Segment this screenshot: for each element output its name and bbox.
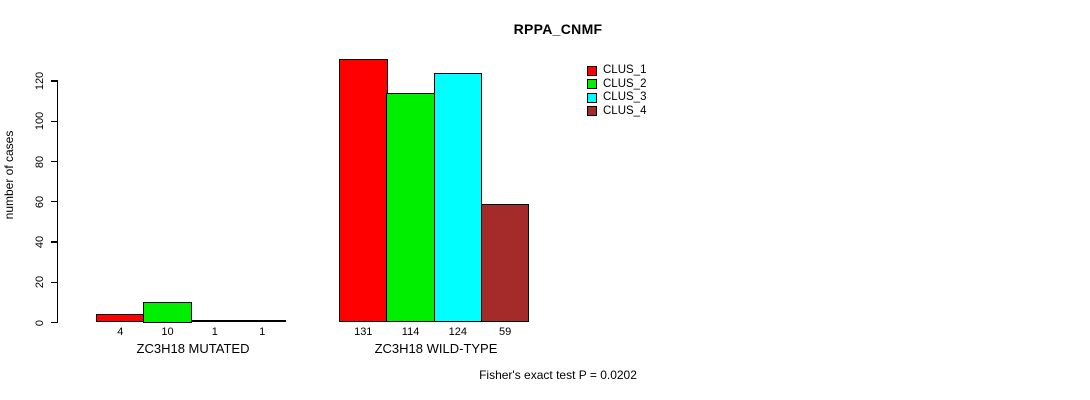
y-tick-label: 0: [34, 319, 46, 326]
group-label: ZC3H18 WILD-TYPE: [374, 341, 498, 356]
chart-title: RPPA_CNMF: [513, 21, 603, 37]
bar-value-label: 4: [117, 326, 124, 338]
bar-value-label: 114: [401, 326, 420, 338]
bar: [237, 320, 287, 323]
y-tick-label: 80: [34, 155, 46, 168]
y-tick: [50, 281, 58, 283]
bar: [480, 203, 530, 323]
legend-item: CLUS_2: [587, 78, 646, 92]
legend-swatch: [587, 65, 597, 76]
y-tick-label: 100: [34, 112, 46, 131]
legend-label: CLUS_1: [603, 64, 647, 77]
y-tick: [50, 80, 58, 82]
y-tick: [50, 160, 58, 163]
legend-item: CLUS_1: [587, 64, 646, 78]
bar-value-label: 1: [259, 326, 266, 338]
legend-label: CLUS_2: [603, 77, 647, 90]
bar-value-label: 1: [211, 326, 218, 338]
legend-item: CLUS_3: [587, 91, 646, 105]
bar: [339, 58, 388, 323]
y-tick-label: 20: [34, 276, 46, 289]
bar: [433, 72, 483, 323]
bar: [96, 314, 145, 323]
bar-value-label: 131: [354, 326, 373, 338]
bar-value-label: 10: [161, 326, 174, 338]
group-label: ZC3H18 MUTATED: [136, 341, 250, 356]
y-tick: [50, 201, 58, 203]
legend-swatch: [587, 106, 597, 117]
bar-value-label: 124: [448, 326, 468, 338]
footer-note: Fisher's exact test P = 0.0202: [479, 368, 637, 382]
legend-swatch: [587, 79, 597, 90]
y-tick: [50, 241, 58, 243]
bar: [143, 302, 192, 323]
legend-item: CLUS_4: [587, 105, 646, 119]
y-tick-label: 60: [34, 195, 46, 208]
y-tick: [50, 321, 58, 324]
legend: CLUS_1 CLUS_2 CLUS_3 CLUS_4: [587, 64, 646, 118]
legend-label: CLUS_4: [603, 104, 647, 117]
y-tick-label: 120: [34, 71, 46, 91]
y-axis-label: number of cases: [2, 130, 16, 220]
y-axis-line: [57, 81, 59, 323]
y-tick: [50, 120, 58, 122]
bar-value-label: 59: [499, 326, 512, 338]
legend-label: CLUS_3: [603, 91, 647, 104]
legend-swatch: [587, 92, 597, 103]
y-tick-label: 40: [34, 235, 46, 249]
bar: [386, 93, 435, 323]
bar: [190, 320, 240, 323]
